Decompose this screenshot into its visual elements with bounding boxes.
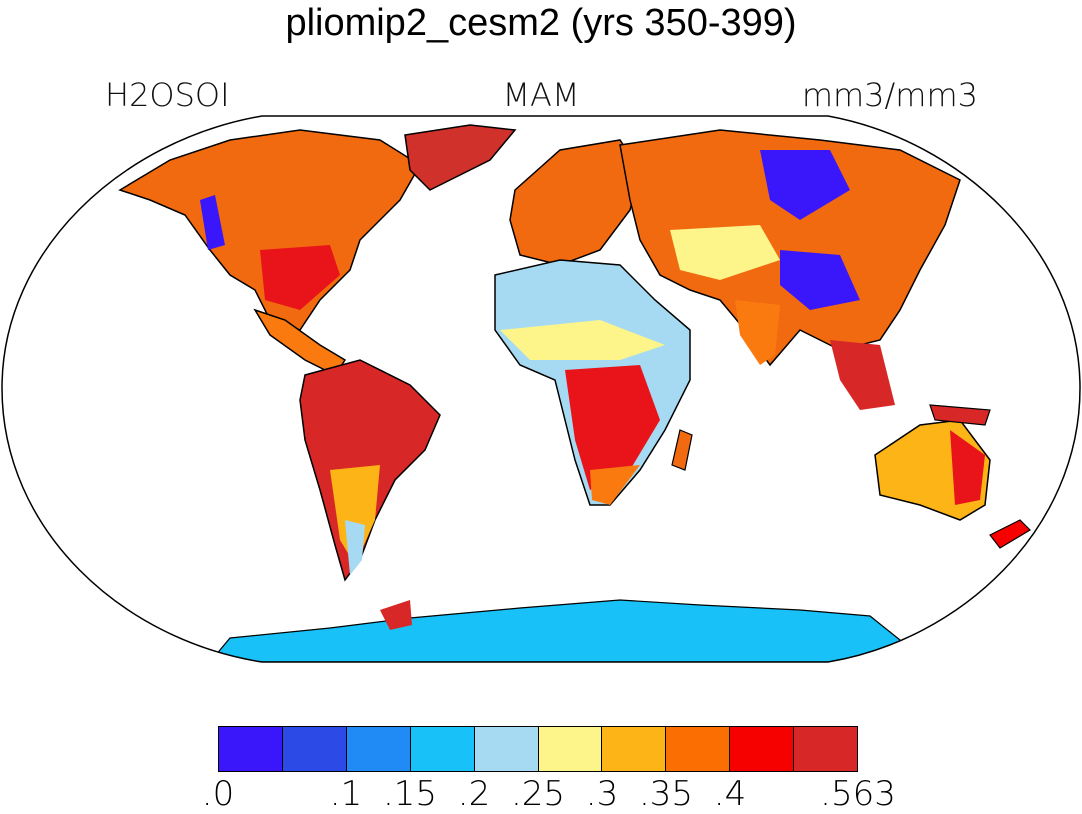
region-africa-south [590,465,640,505]
continent-europe [509,139,641,266]
colorbar-tick-label: .1 [329,774,363,814]
region-na-west [200,195,225,250]
region-mongolia [780,250,860,310]
colorbar-tick-label: .15 [382,774,438,814]
region-sa-south [330,465,380,565]
region-india [735,300,780,365]
colorbar-box-0 [219,727,283,771]
continent-north-america [118,129,422,331]
colorbar-box-5 [538,727,603,771]
colorbar-box-9 [794,727,858,771]
colorbar-tick-label: .35 [638,774,694,814]
map-title: pliomip2_cesm2 (yrs 350-399) [285,2,797,44]
colorbar-tick-label: .25 [510,774,566,814]
continent-greenland [404,124,517,191]
colorbar-box-3 [410,727,475,771]
map-border [1,115,1081,663]
island-madagascar [671,429,693,471]
colorbar [218,726,858,772]
region-africa-sahel [500,320,665,360]
colorbar-box-7 [666,727,731,771]
colorbar-tick-label: .4 [713,774,747,814]
colorbar-tick-label: .2 [457,774,491,814]
units-label: mm3/mm3 [801,76,978,114]
colorbar-box-6 [602,727,667,771]
colorbar-tick-label: .3 [585,774,619,814]
region-na-east [260,245,340,310]
colorbar-box-8 [730,727,795,771]
island-new-guinea [929,404,991,426]
region-africa-central [565,365,660,490]
variable-label: H2OSOI [105,76,230,114]
region-se-asia [830,340,895,410]
region-central-asia [670,225,780,280]
colorbar-tick-label: .0 [201,774,235,814]
colorbar-box-2 [346,727,411,771]
region-siberia [760,150,850,220]
colorbar-box-1 [282,727,347,771]
colorbar-ticks: .0 .1 .15 .2 .25 .3 .35 .4 .563 [0,774,1082,814]
region-sa-patagonia [345,520,365,575]
region-antarctic-peninsula [380,600,412,630]
colorbar-tick-label: .563 [820,774,896,814]
region-australia-east [950,430,985,505]
colorbar-box-4 [474,727,539,771]
season-label: MAM [502,76,580,114]
island-new-zealand [989,519,1031,549]
